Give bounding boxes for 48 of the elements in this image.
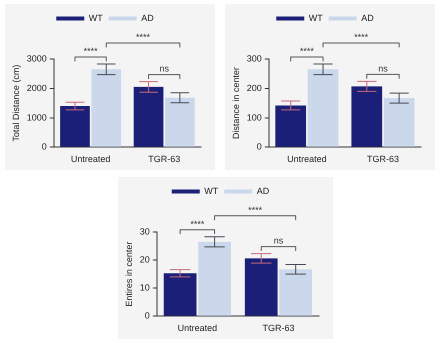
- legend-label: AD: [141, 12, 154, 23]
- x-tick-label: Untreated: [287, 154, 327, 164]
- y-axis-title: Distance in center: [230, 67, 241, 140]
- y-tick-label: 300: [246, 53, 262, 64]
- y-tick-label: 30: [140, 226, 150, 236]
- y-tick-label: 1000: [26, 112, 47, 122]
- bar: [134, 86, 164, 147]
- bar: [244, 258, 278, 316]
- bar: [351, 86, 382, 147]
- y-axis-title: Entires in center: [124, 242, 134, 307]
- y-tick-label: 3000: [26, 53, 47, 64]
- bar: [164, 273, 196, 316]
- bar: [384, 98, 414, 147]
- annotation: ns: [378, 63, 388, 74]
- y-tick-label: 200: [246, 82, 262, 93]
- x-tick-label: TGR-63: [148, 154, 180, 164]
- y-tick-label: 20: [140, 254, 150, 265]
- bar: [91, 69, 122, 147]
- y-tick-label: 10: [140, 282, 150, 293]
- y-axis-title: Total Distance (cm): [10, 64, 21, 142]
- text: ****: [136, 32, 151, 42]
- bar: [198, 242, 231, 316]
- bar: [279, 269, 312, 316]
- legend-label: WT: [204, 186, 219, 196]
- y-tick-label: 100: [246, 112, 262, 122]
- annotation: ns: [274, 236, 284, 246]
- x-tick-label: Untreated: [70, 154, 110, 164]
- legend-label: WT: [308, 12, 324, 23]
- x-tick-label: TGR-63: [366, 154, 399, 164]
- legend-label: AD: [256, 186, 270, 196]
- bar: [308, 69, 338, 147]
- text: ****: [190, 218, 205, 229]
- bar: [164, 98, 195, 147]
- legend-label: AD: [361, 12, 374, 23]
- text: ****: [354, 32, 369, 42]
- text: ****: [84, 46, 98, 56]
- text: ****: [248, 204, 263, 215]
- y-tick-label: 2000: [26, 82, 47, 93]
- y-tick-label: 0: [144, 310, 150, 321]
- y-tick-label: 0: [256, 142, 262, 152]
- y-tick-label: 0: [42, 142, 47, 152]
- text: ****: [300, 46, 314, 56]
- bar: [275, 105, 306, 147]
- bar: [60, 106, 90, 147]
- x-tick-label: Untreated: [178, 323, 218, 334]
- legend-label: WT: [88, 12, 104, 23]
- x-tick-label: TGR-63: [262, 323, 294, 334]
- annotation: ns: [159, 64, 170, 74]
